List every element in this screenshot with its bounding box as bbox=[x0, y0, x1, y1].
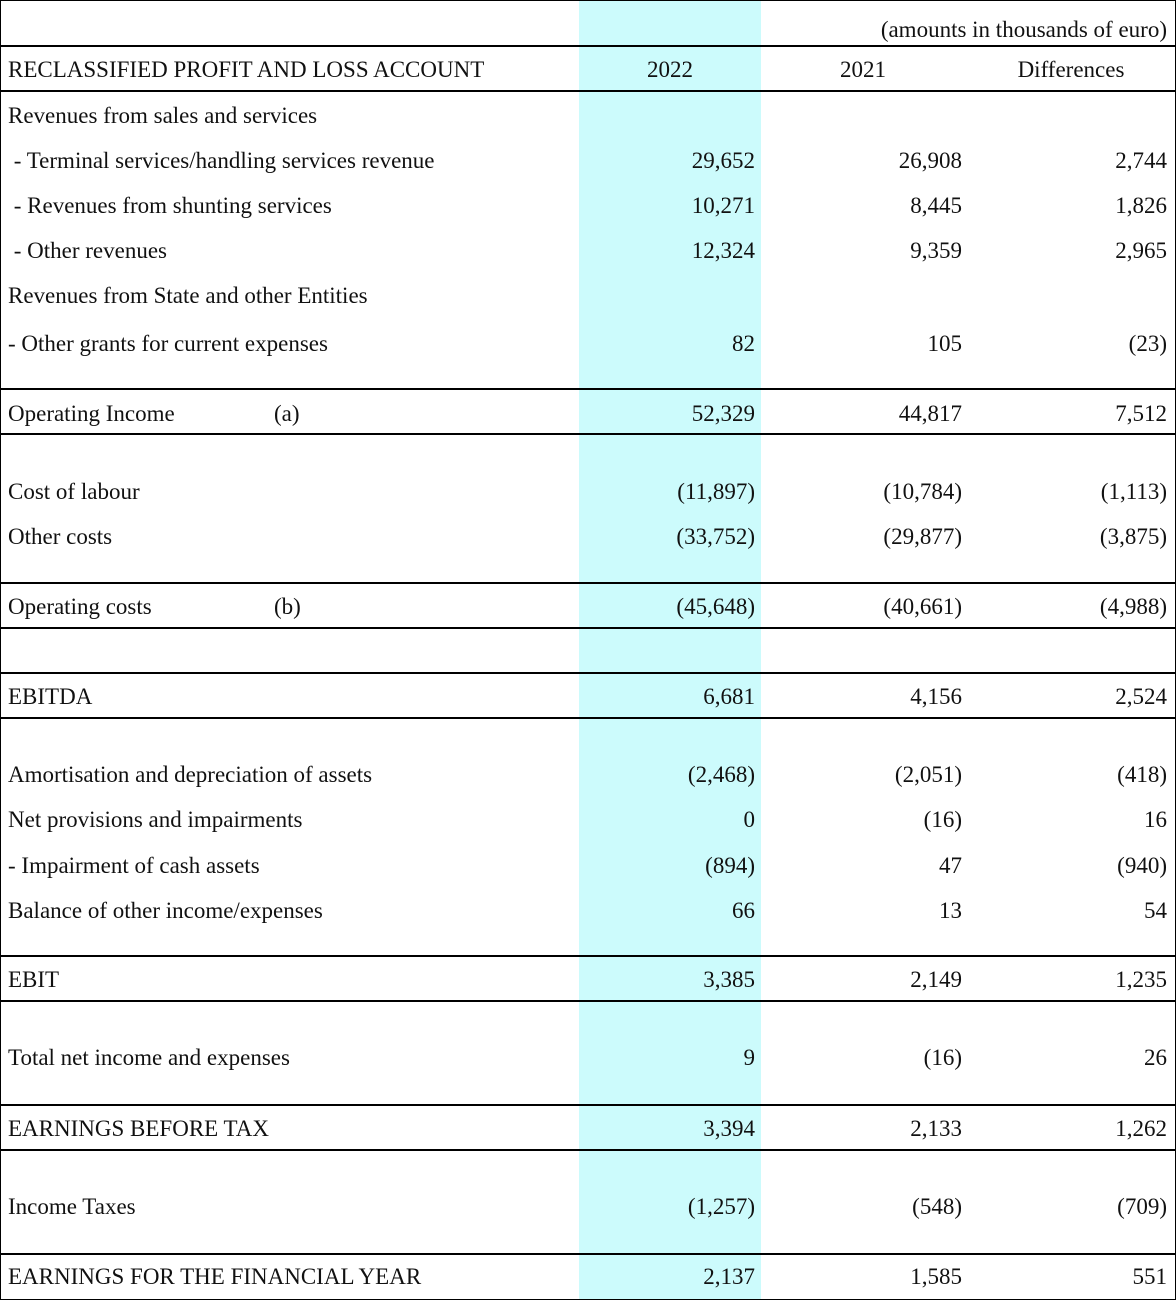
row-label-net-income-expenses: Total net income and expenses bbox=[8, 1045, 290, 1070]
divider bbox=[1, 433, 1175, 435]
value-2021: 8,445 bbox=[910, 193, 962, 218]
value-2022: (894) bbox=[705, 853, 755, 878]
value-2022: 0 bbox=[743, 807, 756, 832]
value-2021: (2,051) bbox=[894, 762, 962, 787]
value-2022: 12,324 bbox=[691, 238, 755, 263]
value-2022: (11,897) bbox=[677, 479, 755, 504]
value-2021: (16) bbox=[923, 1045, 962, 1070]
divider bbox=[1, 717, 1175, 719]
divider bbox=[1, 45, 1175, 47]
value-2021: (548) bbox=[912, 1194, 962, 1219]
value-2021: 26,908 bbox=[898, 148, 962, 173]
row-label-shunting-services: - Revenues from shunting services bbox=[8, 193, 332, 218]
value-2022: 9 bbox=[743, 1045, 756, 1070]
value-difference: 26 bbox=[1144, 1045, 1167, 1070]
divider bbox=[1, 672, 1175, 674]
divider bbox=[1, 1104, 1175, 1106]
value-2021: (40,661) bbox=[883, 594, 962, 619]
value-2021: (16) bbox=[923, 807, 962, 832]
column-header-differences: Differences bbox=[1017, 57, 1125, 82]
value-difference: 1,235 bbox=[1115, 967, 1167, 992]
value-2022: 82 bbox=[732, 331, 755, 356]
row-label-balance-other: Balance of other income/expenses bbox=[8, 898, 323, 923]
value-difference: (418) bbox=[1117, 762, 1167, 787]
value-2022: 66 bbox=[732, 898, 755, 923]
value-2022: 2,137 bbox=[703, 1264, 755, 1289]
value-2021: 105 bbox=[927, 331, 963, 356]
row-label-cost-of-labour: Cost of labour bbox=[8, 479, 140, 504]
divider bbox=[1, 1253, 1175, 1255]
divider bbox=[1, 1000, 1175, 1002]
row-label-ebit: EBIT bbox=[8, 967, 60, 992]
value-2022: (33,752) bbox=[676, 524, 755, 549]
value-2022: (45,648) bbox=[676, 594, 755, 619]
value-2021: 2,133 bbox=[910, 1116, 962, 1141]
value-difference: (4,988) bbox=[1099, 594, 1167, 619]
value-2022: 3,385 bbox=[703, 967, 755, 992]
value-difference: (1,113) bbox=[1100, 479, 1167, 504]
row-label-earnings-year: EARNINGS FOR THE FINANCIAL YEAR bbox=[8, 1264, 422, 1289]
value-difference: 54 bbox=[1144, 898, 1167, 923]
value-2022: (1,257) bbox=[687, 1194, 755, 1219]
value-2022: 52,329 bbox=[691, 401, 755, 426]
value-difference: 2,965 bbox=[1115, 238, 1167, 263]
value-difference: 7,512 bbox=[1115, 401, 1167, 426]
table-title: RECLASSIFIED PROFIT AND LOSS ACCOUNT bbox=[8, 57, 485, 82]
value-difference: 16 bbox=[1144, 807, 1167, 832]
divider bbox=[1, 627, 1175, 629]
value-2021: (10,784) bbox=[883, 479, 962, 504]
value-difference: (23) bbox=[1128, 331, 1167, 356]
row-label-operating-income: Operating Income bbox=[8, 401, 175, 426]
value-2021: 13 bbox=[939, 898, 962, 923]
value-2021: (29,877) bbox=[883, 524, 962, 549]
divider bbox=[1, 955, 1175, 957]
value-difference: (709) bbox=[1117, 1194, 1167, 1219]
divider bbox=[1, 582, 1175, 584]
value-2021: 1,585 bbox=[910, 1264, 962, 1289]
row-label-net-provisions: Net provisions and impairments bbox=[8, 807, 303, 832]
column-header-2022: 2022 bbox=[647, 57, 693, 82]
column-header-2021: 2021 bbox=[840, 57, 886, 82]
row-note-a: (a) bbox=[274, 401, 300, 426]
value-2021: 4,156 bbox=[910, 684, 962, 709]
row-label-other-revenues: - Other revenues bbox=[8, 238, 168, 263]
row-note-b: (b) bbox=[274, 594, 301, 619]
value-2021: 44,817 bbox=[898, 401, 962, 426]
value-2021: 9,359 bbox=[910, 238, 962, 263]
year-2022-highlight-column bbox=[579, 1, 761, 1299]
value-2022: 6,681 bbox=[703, 684, 755, 709]
value-2022: 10,271 bbox=[691, 193, 755, 218]
value-difference: 551 bbox=[1132, 1264, 1168, 1289]
row-label-operating-costs: Operating costs bbox=[8, 594, 152, 619]
divider bbox=[1, 1149, 1175, 1151]
row-label-other-costs: Other costs bbox=[8, 524, 113, 549]
units-note: (amounts in thousands of euro) bbox=[880, 17, 1167, 42]
value-difference: 1,262 bbox=[1115, 1116, 1167, 1141]
value-2022: 29,652 bbox=[691, 148, 755, 173]
row-label-other-grants: - Other grants for current expenses bbox=[8, 331, 328, 356]
row-label-ebitda: EBITDA bbox=[8, 684, 93, 709]
divider bbox=[1, 90, 1175, 92]
row-label-terminal-services: - Terminal services/handling services re… bbox=[8, 148, 435, 173]
value-difference: 2,744 bbox=[1115, 148, 1167, 173]
value-2022: (2,468) bbox=[687, 762, 755, 787]
value-difference: 1,826 bbox=[1115, 193, 1167, 218]
divider bbox=[1, 388, 1175, 390]
row-label-earnings-before-tax: EARNINGS BEFORE TAX bbox=[8, 1116, 269, 1141]
value-difference: (940) bbox=[1117, 853, 1167, 878]
row-label-impairment-cash: - Impairment of cash assets bbox=[8, 853, 260, 878]
value-difference: (3,875) bbox=[1099, 524, 1167, 549]
value-2021: 47 bbox=[939, 853, 962, 878]
row-label-amortisation: Amortisation and depreciation of assets bbox=[8, 762, 373, 787]
value-difference: 2,524 bbox=[1115, 684, 1167, 709]
value-2022: 3,394 bbox=[703, 1116, 755, 1141]
value-2021: 2,149 bbox=[910, 967, 962, 992]
row-label-revenues-state: Revenues from State and other Entities bbox=[8, 283, 368, 308]
row-label-income-taxes: Income Taxes bbox=[8, 1194, 136, 1219]
row-label-revenues-sales: Revenues from sales and services bbox=[8, 103, 318, 128]
